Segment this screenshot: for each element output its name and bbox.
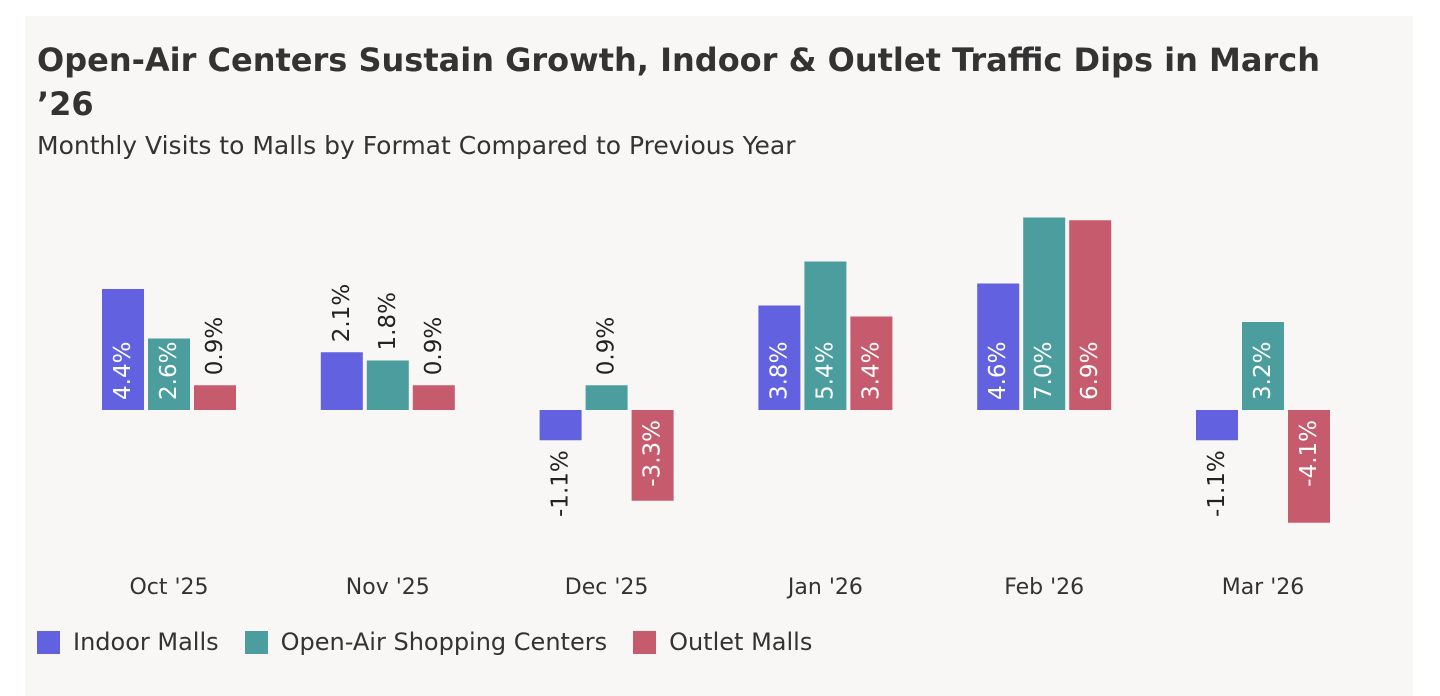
data-label-indoor-malls-jan-26: 3.8% — [766, 342, 792, 400]
bar-outlet-malls-oct-25[interactable] — [194, 385, 236, 410]
data-label-indoor-malls-nov-25: 2.1% — [329, 284, 355, 342]
data-label-outlet-malls-mar-26: -4.1% — [1296, 420, 1322, 487]
legend-item-outlet-malls[interactable]: Outlet Malls — [633, 628, 812, 656]
bar-indoor-malls-nov-25[interactable] — [320, 352, 363, 410]
legend-swatch-indoor-malls — [37, 630, 60, 654]
bar-outlet-malls-mar-26[interactable] — [1288, 410, 1330, 523]
chart-title: Open-Air Centers Sustain Growth, Indoor … — [37, 41, 1320, 123]
legend-label-outlet-malls: Outlet Malls — [669, 628, 813, 656]
legend-item-open-air-shopping-centers[interactable]: Open-Air Shopping Centers — [244, 628, 608, 656]
bar-chart: 4.4% 2.6% 0.9% Oct '25 2.1% 1.8% 0.9% Nov '25 -1… — [102, 217, 1330, 600]
bar-open-air-shopping-centers-nov-25[interactable] — [366, 360, 409, 411]
legend-swatch-outlet-malls — [633, 630, 657, 654]
data-label-outlet-malls-oct-25: 0.9% — [202, 317, 228, 375]
bar-open-air-shopping-centers-dec-25[interactable] — [585, 385, 628, 410]
chart-card — [25, 16, 1413, 696]
x-tick-label-dec-25: Dec '25 — [565, 575, 649, 600]
data-label-outlet-malls-feb-26: 6.9% — [1077, 342, 1103, 400]
bar-open-air-shopping-centers-oct-25[interactable] — [148, 338, 190, 411]
data-label-open-air-shopping-centers-oct-25: 2.6% — [156, 342, 182, 400]
bar-indoor-malls-feb-26[interactable] — [977, 283, 1020, 411]
bar-open-air-shopping-centers-feb-26[interactable] — [1023, 217, 1066, 411]
data-label-open-air-shopping-centers-feb-26: 7.0% — [1031, 342, 1057, 400]
legend-item-indoor-malls[interactable]: Indoor Malls — [37, 628, 219, 656]
legend-label-open-air-shopping-centers: Open-Air Shopping Centers — [280, 628, 608, 656]
data-label-outlet-malls-jan-26: 3.4% — [858, 342, 884, 400]
chart-subtitle: Monthly Visits to Malls by Format Compar… — [37, 131, 796, 160]
bar-indoor-malls-oct-25[interactable] — [102, 289, 144, 410]
data-label-indoor-malls-feb-26: 4.6% — [985, 342, 1011, 400]
legend: Indoor Malls Open-Air Shopping Centers O… — [37, 628, 838, 656]
x-tick-label-nov-25: Nov '25 — [346, 575, 430, 600]
x-tick-label-jan-26: Jan '26 — [786, 575, 863, 600]
data-label-open-air-shopping-centers-jan-26: 5.4% — [812, 342, 838, 400]
bar-indoor-malls-mar-26[interactable] — [1196, 410, 1238, 441]
data-label-outlet-malls-nov-25: 0.9% — [421, 317, 447, 375]
data-label-outlet-malls-dec-25: -3.3% — [640, 420, 666, 487]
x-tick-label-feb-26: Feb '26 — [1004, 575, 1084, 600]
bar-outlet-malls-nov-25[interactable] — [412, 385, 455, 410]
data-label-open-air-shopping-centers-mar-26: 3.2% — [1250, 342, 1276, 400]
x-tick-label-oct-25: Oct '25 — [129, 575, 208, 600]
bar-indoor-malls-jan-26[interactable] — [758, 305, 801, 411]
x-tick-label-mar-26: Mar '26 — [1222, 575, 1305, 600]
data-label-open-air-shopping-centers-nov-25: 1.8% — [375, 292, 401, 350]
data-label-open-air-shopping-centers-dec-25: 0.9% — [594, 317, 620, 375]
bar-outlet-malls-feb-26[interactable] — [1069, 220, 1112, 410]
bar-outlet-malls-dec-25[interactable] — [631, 410, 674, 501]
data-label-indoor-malls-mar-26: -1.1% — [1204, 450, 1230, 517]
bar-indoor-malls-dec-25[interactable] — [539, 410, 582, 441]
bar-outlet-malls-jan-26[interactable] — [850, 316, 893, 411]
legend-swatch-open-air-shopping-centers — [244, 630, 268, 654]
data-label-indoor-malls-oct-25: 4.4% — [110, 342, 136, 400]
bar-open-air-shopping-centers-jan-26[interactable] — [804, 261, 847, 411]
data-label-indoor-malls-dec-25: -1.1% — [548, 450, 574, 517]
bar-open-air-shopping-centers-mar-26[interactable] — [1242, 322, 1284, 410]
legend-label-indoor-malls: Indoor Malls — [73, 628, 219, 656]
